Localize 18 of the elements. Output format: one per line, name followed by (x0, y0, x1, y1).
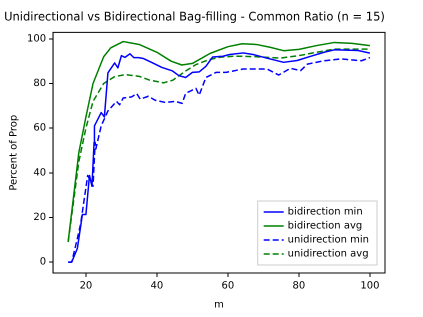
x-tick-label: 80 (292, 280, 306, 292)
x-tick-label: 60 (222, 280, 234, 292)
x-tick-label: 40 (150, 280, 164, 292)
y-tick-label: 20 (33, 212, 46, 224)
y-axis-title: Percent of Prop (8, 114, 20, 191)
y-tick-label: 80 (33, 78, 46, 90)
y-tick-label: 40 (33, 167, 46, 178)
chart-title: Unidirectional vs Bidirectional Bag-filling - Common Ratio (n = 15) (4, 9, 385, 24)
y-tick-label: 100 (26, 33, 46, 44)
legend-label: unidirection min (288, 234, 370, 246)
y-tick-label: 0 (40, 256, 46, 268)
y-tick-label: 60 (33, 122, 46, 134)
legend-label: bidirection avg (288, 220, 362, 232)
x-tick-label: 100 (360, 280, 380, 292)
x-axis-title: m (214, 300, 224, 311)
x-tick-label: 20 (80, 280, 92, 292)
legend-label: bidirection min (288, 206, 363, 218)
legend-label: unidirection avg (288, 248, 369, 260)
